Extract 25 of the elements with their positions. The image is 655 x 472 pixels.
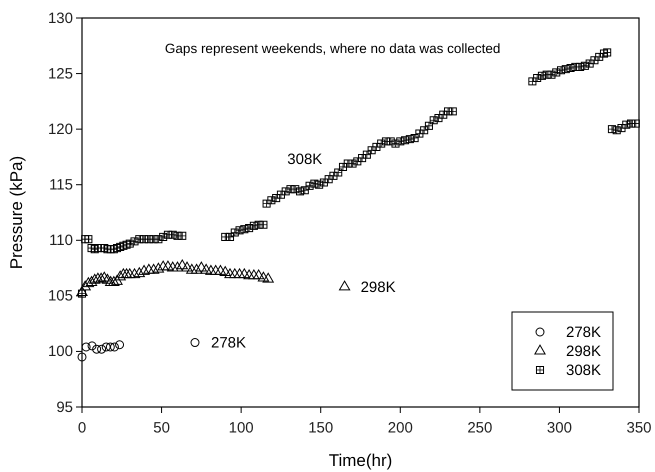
- legend-label: 298K: [566, 343, 602, 360]
- x-tick-label: 250: [467, 420, 492, 436]
- x-tick-label: 200: [388, 420, 413, 436]
- x-tick-label: 100: [228, 420, 254, 436]
- y-tick-label: 120: [48, 120, 73, 138]
- x-tick-label: 50: [153, 420, 170, 436]
- x-tick-label: 300: [546, 420, 572, 436]
- annotation: 308K: [287, 151, 322, 168]
- y-tick-label: 95: [56, 398, 73, 416]
- annotation: 298K: [360, 278, 396, 296]
- annotation: 278K: [210, 334, 246, 352]
- x-tick-label: 150: [308, 420, 334, 436]
- x-tick-label: 350: [626, 420, 652, 436]
- y-tick-label: 105: [48, 288, 73, 305]
- y-tick-label: 100: [48, 343, 73, 360]
- x-axis-title: Time(hr): [328, 451, 392, 470]
- x-tick-label: 0: [78, 420, 86, 436]
- y-tick-label: 115: [49, 176, 73, 194]
- y-axis-title: Pressure (kPa): [7, 156, 26, 270]
- y-tick-label: 110: [49, 232, 73, 250]
- y-tick-label: 125: [48, 65, 73, 82]
- annotation: Gaps represent weekends, where no data was collected: [164, 41, 500, 56]
- legend-label: 278K: [566, 324, 602, 341]
- legend-label: 308K: [566, 362, 602, 379]
- y-tick-label: 130: [48, 10, 73, 27]
